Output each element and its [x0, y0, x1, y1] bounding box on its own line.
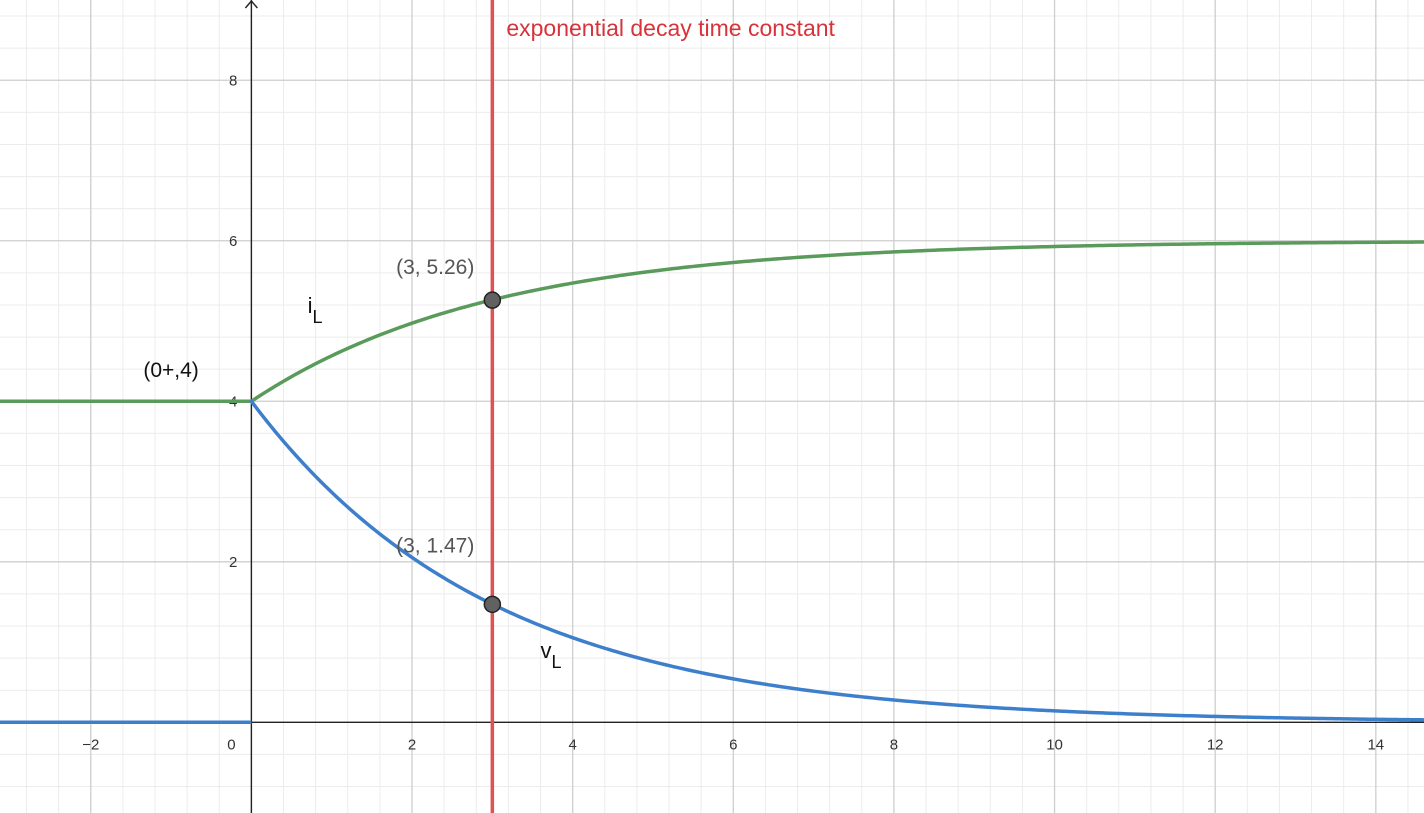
labels: (3, 5.26) (3, 1.47) iL vL (0+,4): [143, 256, 561, 672]
x-tick-label: −2: [82, 736, 99, 753]
x-tick-label: 8: [890, 736, 898, 753]
x-tick-label: 4: [568, 736, 576, 753]
data-point: [483, 595, 502, 614]
x-tick-label: 12: [1207, 736, 1224, 753]
y-tick-label: 6: [229, 233, 237, 250]
origin-annotation: (0+,4): [143, 359, 198, 382]
curves: [0, 240, 1424, 725]
x-tick-label: 0: [227, 736, 235, 753]
time-constant-line: exponential decay time constant: [490, 0, 836, 813]
x-tick-label: 2: [408, 736, 416, 753]
data-point: [483, 291, 502, 309]
series-vL-label: vL: [541, 638, 562, 672]
y-axis-arrow-icon: [244, 0, 258, 9]
x-tick-label: 10: [1046, 736, 1063, 753]
y-tick-label: 2: [229, 554, 237, 571]
series-iL-label: iL: [308, 293, 323, 327]
x-tick-label: 14: [1367, 736, 1384, 753]
point-label: (3, 1.47): [396, 534, 474, 557]
series-vL-line: [0, 399, 1424, 725]
points: [483, 291, 502, 614]
x-tick-label: 6: [729, 736, 737, 753]
series-iL-line: [0, 240, 1424, 404]
y-tick-label: 8: [229, 72, 237, 89]
time-constant-label: exponential decay time constant: [506, 15, 835, 41]
point-label: (3, 5.26): [396, 256, 474, 279]
